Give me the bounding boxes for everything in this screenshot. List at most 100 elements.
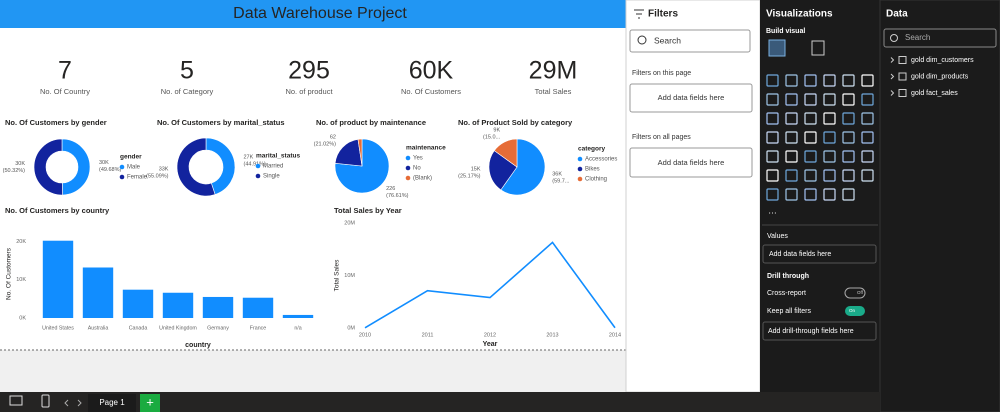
data-label-count: 33K <box>159 167 169 173</box>
y-axis-title: No. Of Customers <box>6 247 13 300</box>
visual-icon[interactable] <box>861 93 874 106</box>
visual-icon[interactable] <box>842 169 855 182</box>
keep-filters-toggle[interactable] <box>845 306 865 316</box>
search-icon <box>637 35 647 45</box>
visual-icon[interactable] <box>842 188 855 201</box>
add-page-icon: + <box>146 394 154 409</box>
values-well[interactable] <box>762 244 877 264</box>
legend-swatch <box>255 173 261 179</box>
x-axis-title: Year <box>483 341 498 348</box>
data-label-count: 62 <box>330 135 336 141</box>
search-placeholder: Search <box>905 33 930 42</box>
visual-icon[interactable] <box>861 74 874 87</box>
bar <box>162 292 194 318</box>
expand-chevron[interactable] <box>890 90 895 96</box>
visual-icon[interactable] <box>842 112 855 125</box>
line-series <box>364 241 616 329</box>
visual-icon[interactable] <box>823 188 836 201</box>
visual-icon[interactable] <box>823 150 836 163</box>
card-value: 5 <box>180 57 194 85</box>
well-text: Add data fields here <box>769 251 831 258</box>
more-visuals[interactable]: … <box>768 205 777 215</box>
card-label: No. of product <box>285 87 333 96</box>
visual-icon[interactable] <box>804 150 817 163</box>
visual-icon[interactable] <box>766 131 779 144</box>
build-visual-icon[interactable] <box>768 39 786 57</box>
visual-icon[interactable] <box>842 74 855 87</box>
legend-swatch <box>119 174 125 180</box>
slice <box>500 138 546 196</box>
legend-label: Accessories <box>585 157 617 163</box>
expand-chevron[interactable] <box>890 73 895 80</box>
data-label-count: 30K <box>15 161 25 167</box>
expand-chevron[interactable] <box>890 57 895 63</box>
y-tick-label: 10K <box>16 277 26 283</box>
filter-well-all[interactable] <box>629 147 753 178</box>
visual-icon[interactable] <box>785 169 798 182</box>
visual-icon[interactable] <box>804 74 817 87</box>
y-tick-label: 0K <box>19 315 26 321</box>
visual-icon[interactable] <box>785 150 798 163</box>
chart-title: No. Of Customers by marital_status <box>157 118 285 127</box>
visual-icon[interactable] <box>766 150 779 163</box>
slice <box>334 138 363 167</box>
visual-icon[interactable] <box>861 112 874 125</box>
visual-icon[interactable] <box>785 74 798 87</box>
visual-icon[interactable] <box>823 93 836 106</box>
visual-icon[interactable] <box>861 150 874 163</box>
table-name: gold dim_customers <box>911 57 974 64</box>
desktop-view-icon[interactable] <box>9 395 23 406</box>
visual-icon[interactable] <box>861 169 874 182</box>
format-visual-icon[interactable] <box>811 40 825 56</box>
mobile-view-icon[interactable] <box>41 394 50 408</box>
option-label: Keep all filters <box>767 308 811 315</box>
visual-icon[interactable] <box>766 74 779 87</box>
visual-icon[interactable] <box>785 93 798 106</box>
bar <box>82 267 114 318</box>
well-text: Add data fields here <box>658 158 725 167</box>
x-tick-label: Canada <box>129 325 148 331</box>
slice <box>33 138 63 196</box>
visual-icon[interactable] <box>804 112 817 125</box>
visual-icon[interactable] <box>766 93 779 106</box>
data-label-count: 36K <box>552 172 562 178</box>
visual-icon[interactable] <box>842 131 855 144</box>
visual-icon[interactable] <box>861 131 874 144</box>
cross-report-toggle[interactable] <box>844 287 866 299</box>
add-page-button[interactable] <box>140 394 160 412</box>
visual-icon[interactable] <box>766 188 779 201</box>
visual-icon[interactable] <box>804 93 817 106</box>
data-search-box[interactable] <box>883 28 997 48</box>
y-tick-label: 20K <box>16 239 26 245</box>
toggle-state: Off <box>857 290 864 295</box>
visual-icon[interactable] <box>785 112 798 125</box>
slice <box>488 150 518 191</box>
visual-icon[interactable] <box>804 131 817 144</box>
x-tick-label: 2011 <box>422 332 434 338</box>
visual-icon[interactable] <box>842 93 855 106</box>
legend-label: Bikes <box>585 167 600 173</box>
x-axis-title: country <box>185 342 211 349</box>
data-pane <box>879 0 1000 412</box>
visual-icon[interactable] <box>804 188 817 201</box>
data-label: (25.17%) <box>458 174 480 180</box>
bar <box>282 314 314 318</box>
card-value: 60K <box>409 57 454 85</box>
visual-icon[interactable] <box>823 112 836 125</box>
visual-icon[interactable] <box>842 150 855 163</box>
page-tab[interactable] <box>88 394 136 412</box>
drill-well[interactable] <box>762 321 877 341</box>
filter-well-page[interactable] <box>629 83 753 113</box>
visual-icon[interactable] <box>766 169 779 182</box>
visual-icon[interactable] <box>766 112 779 125</box>
visual-icon[interactable] <box>823 74 836 87</box>
visual-icon[interactable] <box>823 169 836 182</box>
visual-icon[interactable] <box>823 131 836 144</box>
visual-icon[interactable] <box>785 188 798 201</box>
filter-search-box[interactable] <box>629 29 751 53</box>
visual-icon[interactable] <box>785 131 798 144</box>
page-nav-arrows[interactable] <box>64 399 82 407</box>
legend-swatch <box>577 176 583 182</box>
visual-icon[interactable] <box>804 169 817 182</box>
